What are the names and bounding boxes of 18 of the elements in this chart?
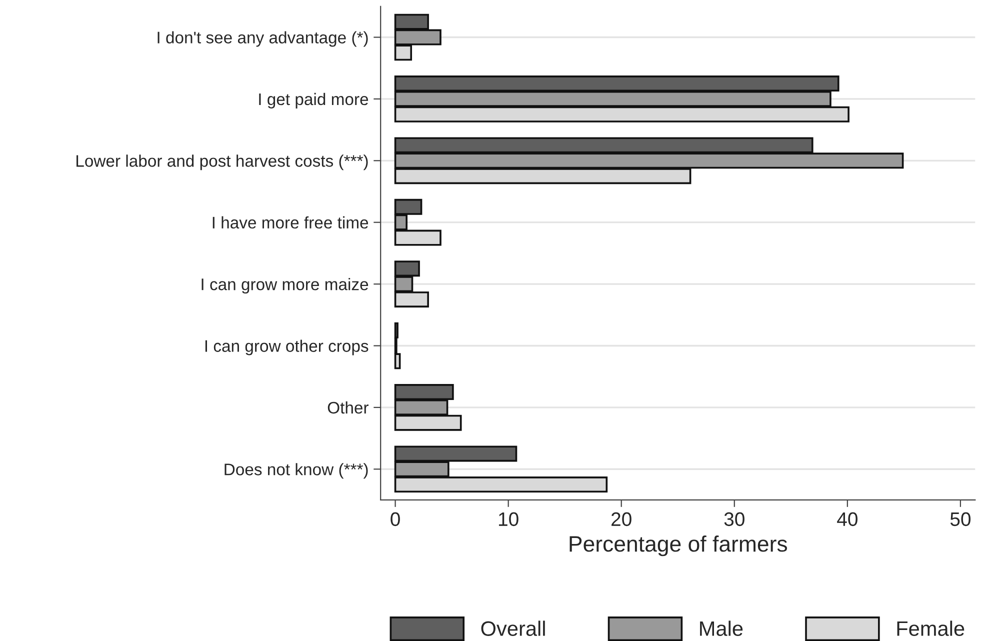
x-tick-label: 30: [724, 512, 744, 526]
y-tick-label: I can grow more maize: [202, 278, 368, 294]
x-tick-label: 0: [390, 512, 400, 526]
y-tick-label: Lower labor and post harvest costs (***): [76, 154, 368, 170]
y-tick-label: I get paid more: [259, 92, 368, 108]
x-axis-title: Percentage of farmers: [570, 535, 788, 556]
x-tick-label: 40: [837, 512, 858, 526]
y-tick-label: I have more free time: [212, 216, 368, 229]
x-tick-label: 50: [950, 512, 971, 526]
y-tick-label: Does not know (***): [224, 463, 368, 479]
y-tick-label: I don't see any advantage (*): [158, 31, 368, 47]
x-tick-label: 10: [498, 512, 518, 526]
legend-label: Male: [700, 620, 743, 636]
legend-label: Overall: [481, 620, 545, 636]
legend-label: Female: [897, 620, 964, 636]
y-tick-label: Other: [328, 401, 369, 414]
x-tick-label: 20: [612, 512, 632, 526]
y-tick-label: I can grow other crops: [205, 340, 368, 356]
